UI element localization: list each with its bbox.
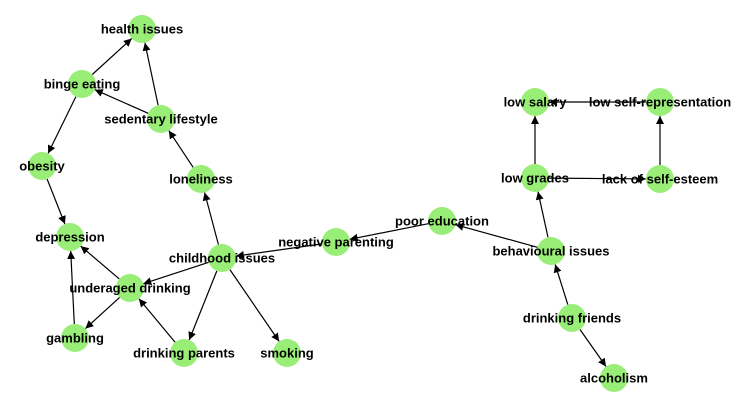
edge-childhood-issues-to-underaged-drinking bbox=[143, 261, 209, 286]
edge-childhood-issues-to-drinking-parents bbox=[188, 270, 218, 341]
node-low-self-representation[interactable]: low self-representation bbox=[589, 88, 731, 116]
edge-childhood-issues-to-smoking bbox=[229, 269, 280, 342]
node-label: loneliness bbox=[169, 171, 233, 186]
node-label: obesity bbox=[19, 158, 65, 173]
edge-behavioural-issues-to-poor-education bbox=[455, 222, 538, 248]
node-lack-of-self-esteem[interactable]: lack of self-esteem bbox=[602, 165, 718, 193]
node-gambling[interactable]: gambling bbox=[46, 324, 104, 352]
nodes-layer: health issues binge eating sedentary lifes… bbox=[19, 15, 731, 392]
node-circle[interactable] bbox=[537, 237, 565, 265]
edge-negative-parenting-to-childhood-issues bbox=[235, 243, 323, 259]
node-circle[interactable] bbox=[600, 364, 628, 392]
node-label: smoking bbox=[260, 345, 314, 360]
edge-underaged-drinking-to-gambling bbox=[84, 296, 121, 330]
node-health-issues[interactable]: health issues bbox=[101, 15, 183, 43]
edge-drinking-friends-to-alcoholism bbox=[579, 329, 607, 367]
node-circle[interactable] bbox=[558, 304, 586, 332]
edge-binge-eating-to-health-issues bbox=[91, 38, 133, 75]
node-label: depression bbox=[35, 229, 104, 244]
edge-poor-education-to-negative-parenting bbox=[349, 223, 429, 242]
node-circle[interactable] bbox=[56, 223, 84, 251]
node-label: behavioural issues bbox=[492, 243, 609, 258]
node-smoking[interactable]: smoking bbox=[260, 339, 314, 367]
node-label: drinking parents bbox=[133, 345, 235, 360]
node-circle[interactable] bbox=[322, 228, 350, 256]
node-label: health issues bbox=[101, 21, 183, 36]
edges-layer bbox=[46, 38, 664, 367]
edge-childhood-issues-to-loneliness bbox=[202, 192, 219, 245]
node-label: low grades bbox=[501, 170, 569, 185]
edge-gambling-to-depression bbox=[67, 250, 76, 325]
node-binge-eating[interactable]: binge eating bbox=[44, 70, 121, 98]
node-circle[interactable] bbox=[521, 164, 549, 192]
edge-sedentary-lifestyle-to-health-issues bbox=[142, 42, 159, 106]
node-behavioural-issues[interactable]: behavioural issues bbox=[492, 237, 610, 265]
node-poor-education[interactable]: poor education bbox=[395, 207, 489, 235]
node-circle[interactable] bbox=[147, 105, 175, 133]
node-circle[interactable] bbox=[128, 15, 156, 43]
node-label: low self-representation bbox=[589, 94, 731, 109]
node-circle[interactable] bbox=[61, 324, 89, 352]
node-label: poor education bbox=[395, 213, 489, 228]
node-label: lack of self-esteem bbox=[602, 171, 718, 186]
node-sedentary-lifestyle[interactable]: sedentary lifestyle bbox=[104, 105, 218, 133]
node-label: sedentary lifestyle bbox=[104, 111, 217, 126]
node-label: binge eating bbox=[44, 76, 121, 91]
node-label: gambling bbox=[46, 330, 104, 345]
edge-low-grades-to-lack-of-self-esteem bbox=[548, 174, 647, 183]
node-childhood-issues[interactable]: childhood issues bbox=[169, 244, 275, 272]
node-circle[interactable] bbox=[187, 165, 215, 193]
node-alcoholism[interactable]: alcoholism bbox=[580, 364, 648, 392]
edge-behavioural-issues-to-low-grades bbox=[535, 191, 549, 238]
node-label: negative parenting bbox=[278, 234, 394, 249]
node-circle[interactable] bbox=[28, 152, 56, 180]
node-low-salary[interactable]: low salary bbox=[504, 88, 568, 116]
node-circle[interactable] bbox=[428, 207, 456, 235]
node-low-grades[interactable]: low grades bbox=[501, 164, 569, 192]
node-drinking-parents[interactable]: drinking parents bbox=[133, 339, 235, 367]
node-label: drinking friends bbox=[523, 310, 621, 325]
node-loneliness[interactable]: loneliness bbox=[169, 165, 233, 193]
edge-sedentary-lifestyle-to-binge-eating bbox=[94, 89, 149, 114]
node-circle[interactable] bbox=[646, 88, 674, 116]
node-label: alcoholism bbox=[580, 370, 648, 385]
node-circle[interactable] bbox=[646, 165, 674, 193]
node-depression[interactable]: depression bbox=[35, 223, 105, 251]
node-circle[interactable] bbox=[116, 274, 144, 302]
node-circle[interactable] bbox=[521, 88, 549, 116]
edge-binge-eating-to-obesity bbox=[47, 96, 77, 154]
node-label: low salary bbox=[504, 94, 568, 109]
node-label: childhood issues bbox=[169, 250, 275, 265]
node-underaged-drinking[interactable]: underaged drinking bbox=[69, 274, 191, 302]
node-drinking-friends[interactable]: drinking friends bbox=[523, 304, 621, 332]
edge-underaged-drinking-to-depression bbox=[80, 245, 120, 280]
node-label: underaged drinking bbox=[69, 280, 190, 295]
node-circle[interactable] bbox=[170, 339, 198, 367]
edge-drinking-friends-to-behavioural-issues bbox=[553, 264, 569, 305]
node-obesity[interactable]: obesity bbox=[19, 152, 66, 180]
edge-drinking-parents-to-underaged-drinking bbox=[138, 298, 176, 343]
edge-loneliness-to-sedentary-lifestyle bbox=[168, 130, 194, 168]
node-negative-parenting[interactable]: negative parenting bbox=[278, 228, 394, 256]
node-circle[interactable] bbox=[273, 339, 301, 367]
edge-obesity-to-depression bbox=[46, 178, 66, 225]
node-circle[interactable] bbox=[68, 70, 96, 98]
node-circle[interactable] bbox=[208, 244, 236, 272]
